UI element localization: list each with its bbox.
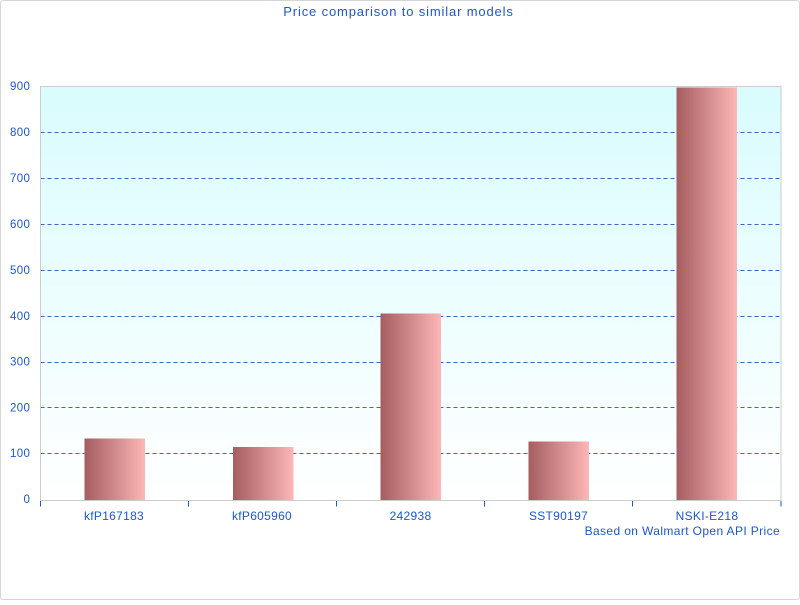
svg-text:900: 900 [10,81,30,93]
svg-text:800: 800 [10,127,30,139]
svg-text:500: 500 [10,265,30,277]
svg-text:kfP167183: kfP167183 [84,509,144,523]
svg-text:100: 100 [10,448,30,460]
svg-text:400: 400 [10,311,30,323]
svg-text:kfP605960: kfP605960 [232,509,292,523]
svg-text:200: 200 [10,403,30,415]
svg-text:NSKI-E218: NSKI-E218 [676,509,739,523]
svg-text:SST90197: SST90197 [529,509,588,523]
svg-text:Price comparison to similar mo: Price comparison to similar models [283,4,513,19]
svg-text:700: 700 [10,173,30,185]
svg-text:242938: 242938 [390,509,432,523]
svg-text:Based on Walmart Open API Pric: Based on Walmart Open API Price [585,524,780,538]
svg-text:300: 300 [10,357,30,369]
svg-text:600: 600 [10,219,30,231]
svg-text:0: 0 [24,494,31,506]
